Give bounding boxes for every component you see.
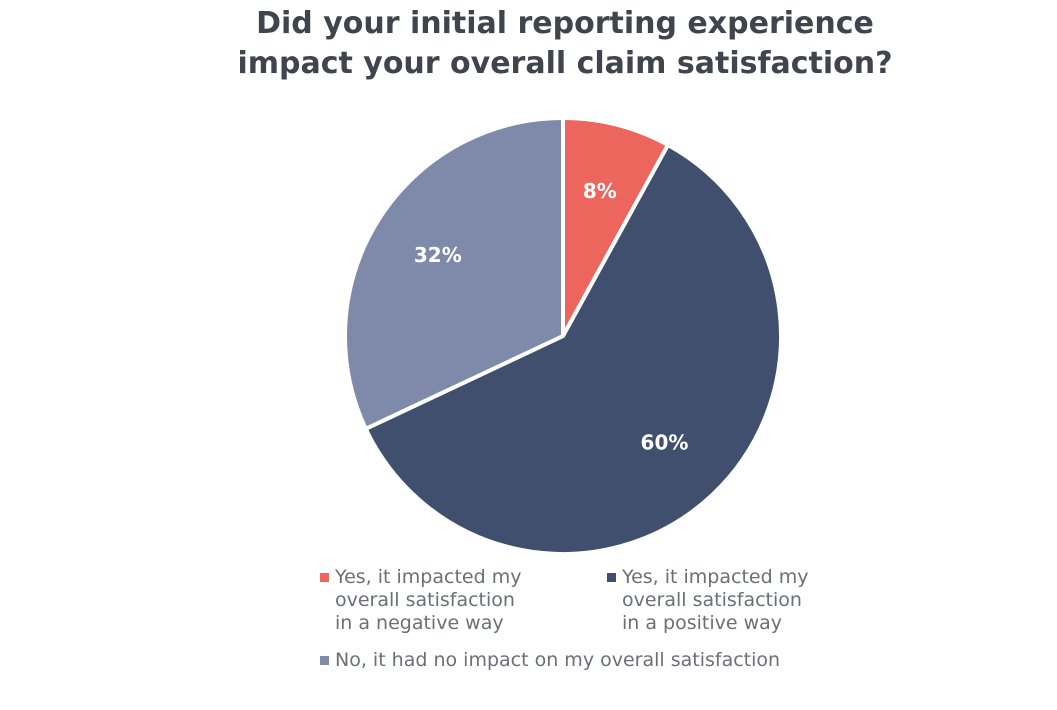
chart-title-line-1: Did your initial reporting experience <box>256 6 874 41</box>
pie-slice-positive <box>363 142 784 557</box>
legend-swatch-negative <box>320 573 329 582</box>
chart-title: Did your initial reporting experience im… <box>180 4 950 84</box>
legend-item-positive: Yes, it impacted my overall satisfaction… <box>607 566 808 635</box>
legend-swatch-no-impact <box>320 656 329 665</box>
pie-slice-negative <box>561 116 671 338</box>
legend-item-no-impact: No, it had no impact on my overall satis… <box>320 649 780 672</box>
slice-label-no-impact: 32% <box>414 243 462 267</box>
legend-label-no-impact-line-1: No, it had no impact on my overall satis… <box>335 649 781 671</box>
slice-label-positive: 60% <box>641 431 689 455</box>
legend-label-negative-line-2: overall satisfaction <box>335 589 515 611</box>
pie-slice-no-impact <box>343 116 565 431</box>
legend-swatch-positive <box>607 573 616 582</box>
legend-item-negative: Yes, it impacted my overall satisfaction… <box>320 566 521 635</box>
legend-label-negative-line-1: Yes, it impacted my <box>335 566 522 588</box>
legend-label-positive-line-1: Yes, it impacted my <box>622 566 809 588</box>
chart-title-line-2: impact your overall claim satisfaction? <box>237 46 893 81</box>
legend-label-positive-line-2: overall satisfaction <box>622 589 802 611</box>
legend-label-positive-line-3: in a positive way <box>622 612 783 634</box>
slice-label-negative: 8% <box>583 179 617 203</box>
legend-label-negative-line-3: in a negative way <box>335 612 504 634</box>
